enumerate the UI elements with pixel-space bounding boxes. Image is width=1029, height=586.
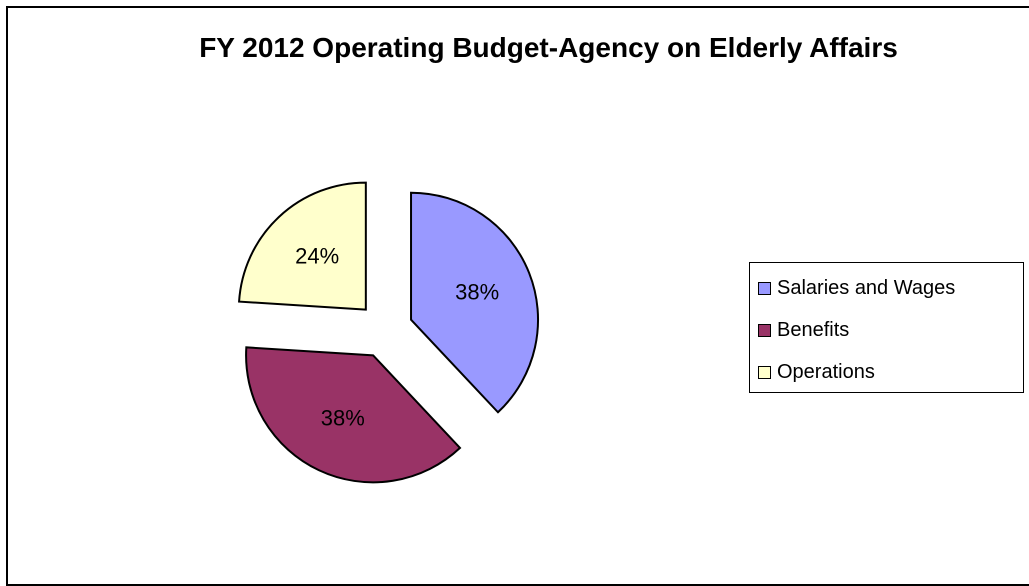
legend-label-salaries-and-wages: Salaries and Wages <box>777 277 955 300</box>
legend-label-operations: Operations <box>777 361 875 384</box>
legend-label-benefits: Benefits <box>777 319 849 342</box>
legend-swatch-salaries-and-wages <box>758 282 771 295</box>
legend-item-operations: Operations <box>758 359 875 385</box>
data-label-benefits: 38% <box>321 405 365 430</box>
legend: Salaries and Wages Benefits Operations <box>749 262 1024 393</box>
data-label-salaries-and-wages: 38% <box>455 279 499 304</box>
legend-swatch-operations <box>758 366 771 379</box>
legend-item-benefits: Benefits <box>758 317 849 343</box>
data-label-operations: 24% <box>295 244 339 269</box>
legend-item-salaries-and-wages: Salaries and Wages <box>758 275 955 301</box>
legend-swatch-benefits <box>758 324 771 337</box>
